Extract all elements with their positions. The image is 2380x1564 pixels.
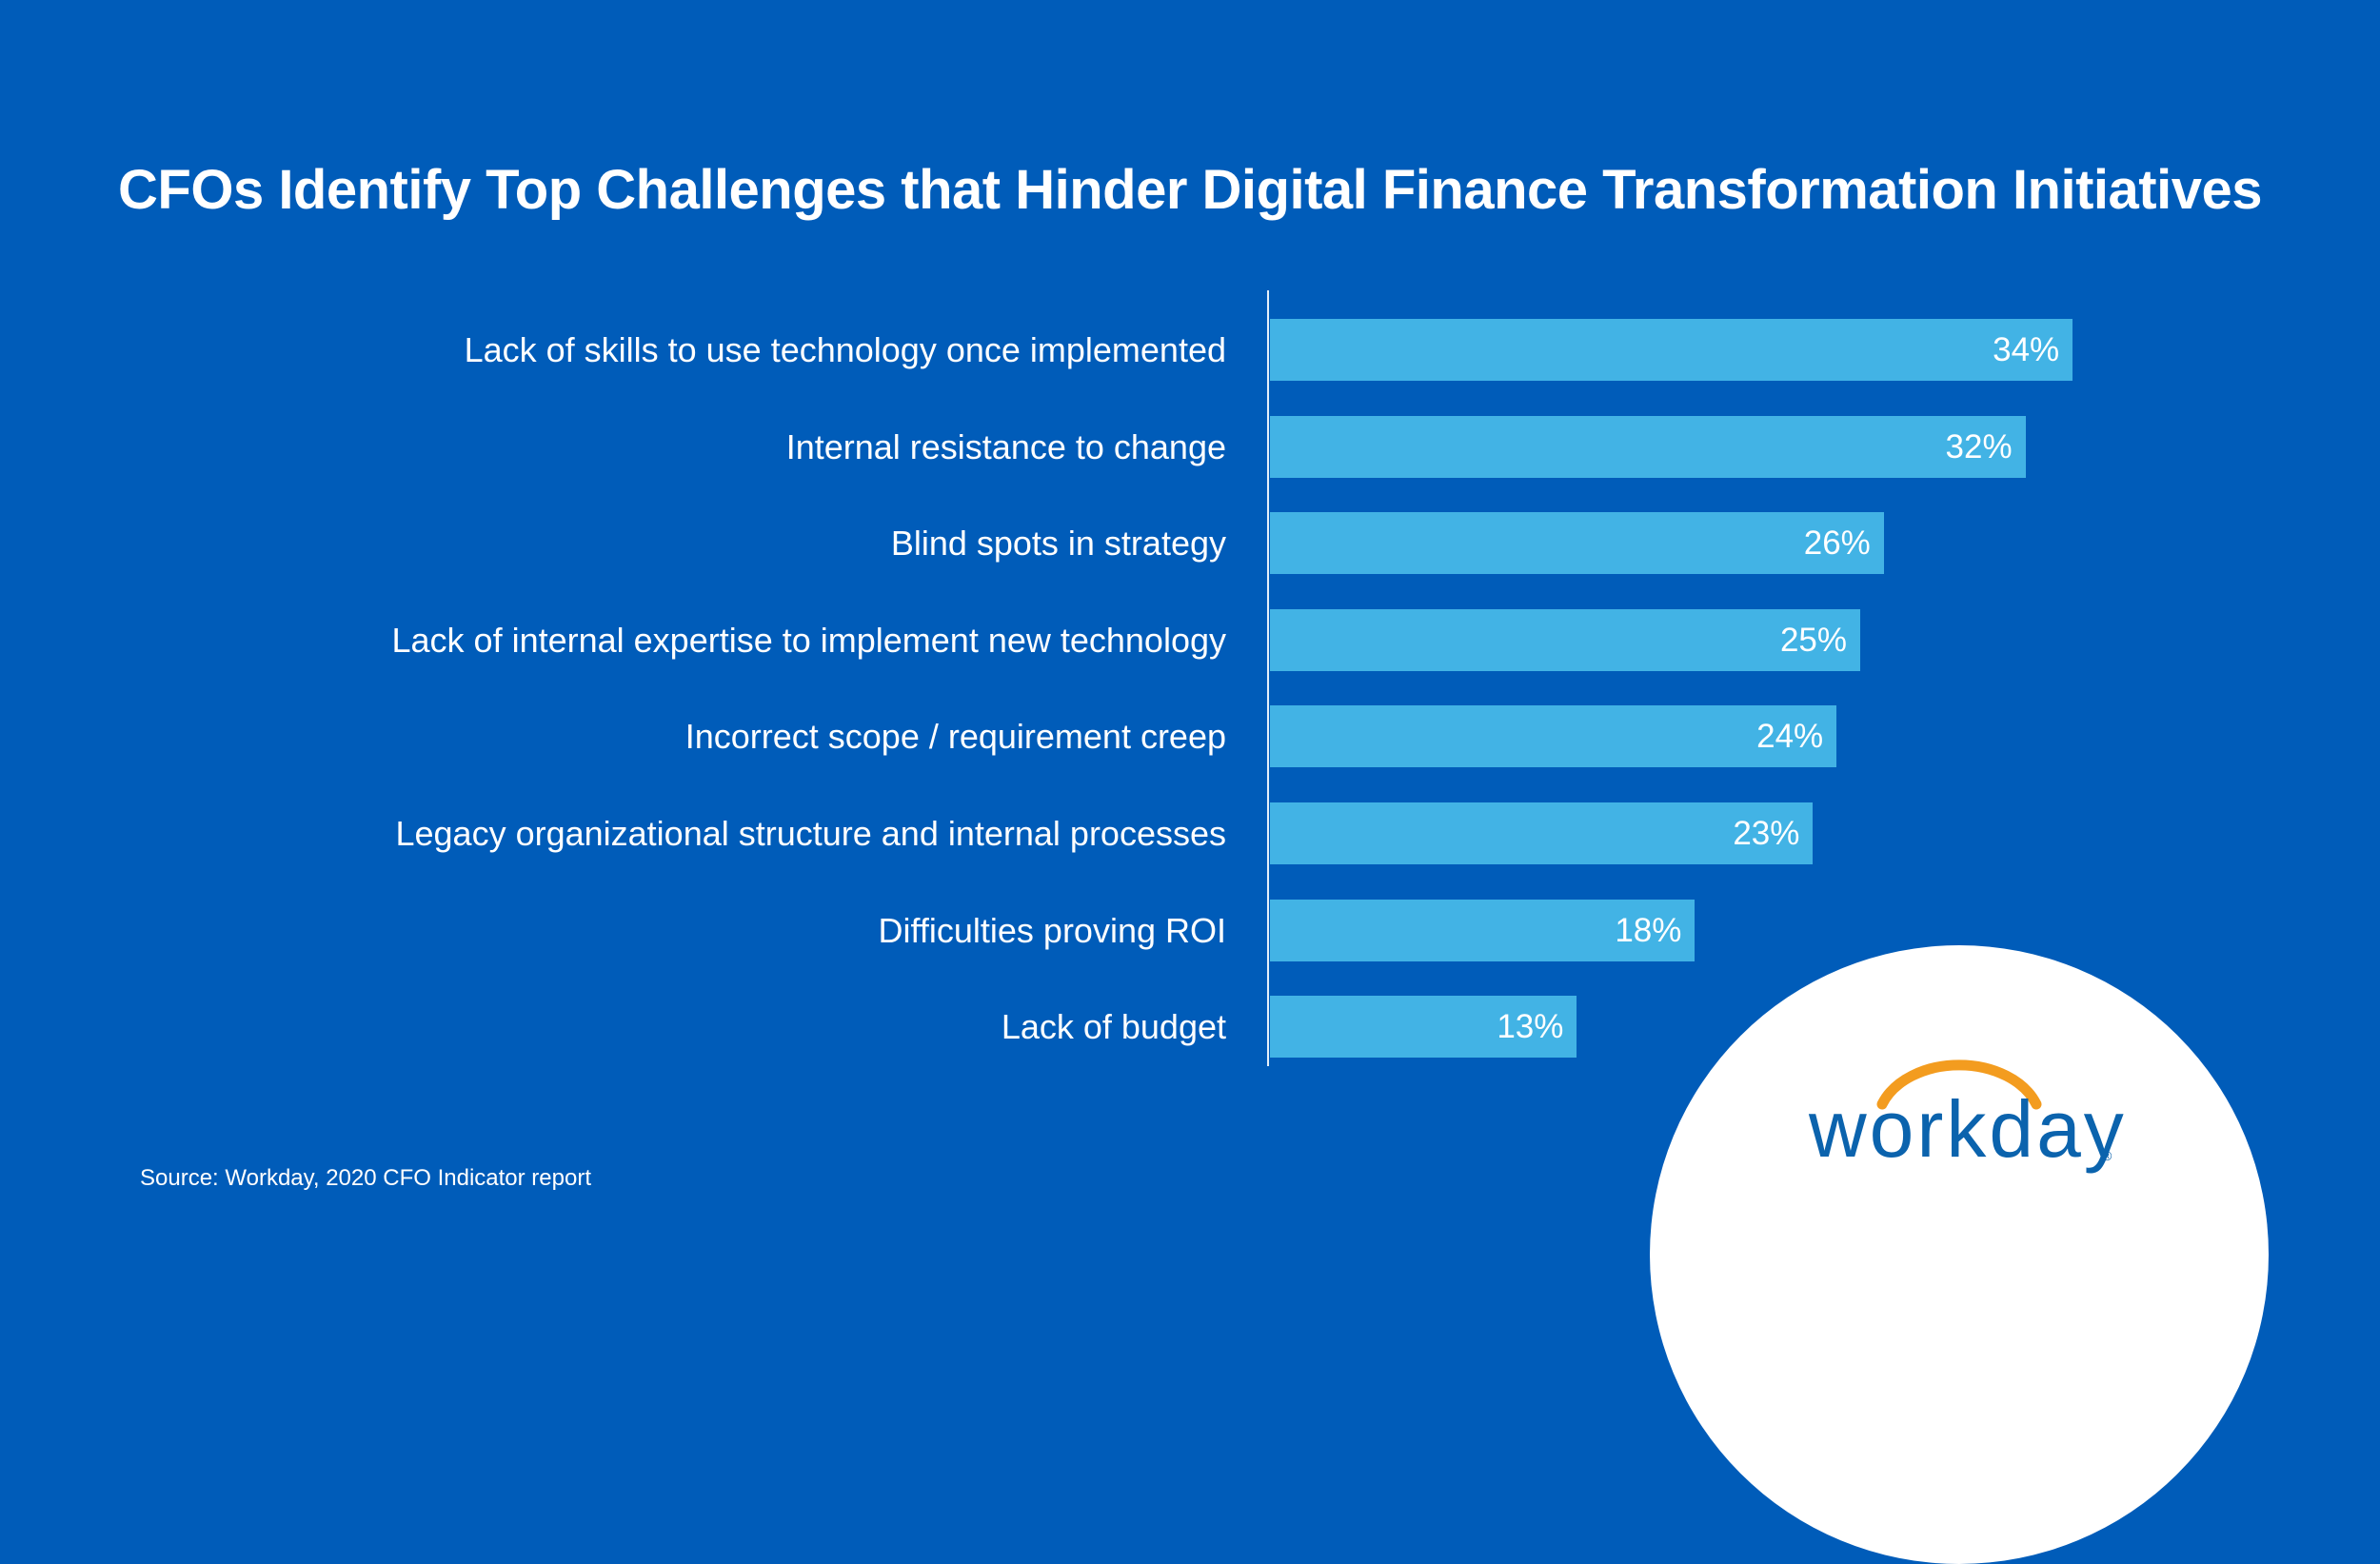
category-label: Lack of internal expertise to implement … xyxy=(391,620,1226,660)
sun-arc-icon xyxy=(1876,1059,2042,1110)
category-label: Internal resistance to change xyxy=(785,426,1226,466)
bar: 34% xyxy=(1270,319,2073,381)
value-label: 24% xyxy=(1756,718,1824,756)
y-axis-line xyxy=(1267,290,1269,1066)
bar-row: Difficulties proving ROI 18% xyxy=(0,899,2380,961)
bar-row: Internal resistance to change 32% xyxy=(0,415,2380,478)
category-label: Incorrect scope / requirement creep xyxy=(684,717,1226,757)
category-label: Blind spots in strategy xyxy=(890,524,1226,564)
value-label: 32% xyxy=(1945,427,2013,465)
value-label: 13% xyxy=(1497,1008,1564,1046)
bar-row: Incorrect scope / requirement creep 24% xyxy=(0,705,2380,768)
bar-row: Blind spots in strategy 26% xyxy=(0,512,2380,575)
bar-row: Lack of skills to use technology once im… xyxy=(0,319,2380,381)
bar: 13% xyxy=(1270,996,1577,1059)
value-label: 23% xyxy=(1733,815,1800,852)
category-label: Legacy organizational structure and inte… xyxy=(395,814,1226,853)
bar-row: Lack of budget 13% xyxy=(0,996,2380,1059)
bar: 32% xyxy=(1270,415,2026,478)
bar-row: Lack of internal expertise to implement … xyxy=(0,608,2380,671)
registered-mark: ® xyxy=(2102,1148,2112,1163)
value-label: 18% xyxy=(1615,911,1682,949)
category-label: Lack of budget xyxy=(1001,1007,1226,1047)
value-label: 34% xyxy=(1993,331,2060,368)
value-label: 25% xyxy=(1779,621,1847,659)
source-note: Source: Workday, 2020 CFO Indicator repo… xyxy=(140,1165,591,1191)
bar: 18% xyxy=(1270,899,1696,961)
value-label: 26% xyxy=(1803,525,1871,563)
logo-wordmark: workday xyxy=(1809,1084,2127,1174)
bar: 23% xyxy=(1270,802,1814,864)
bar: 25% xyxy=(1270,608,1860,671)
category-label: Lack of skills to use technology once im… xyxy=(464,330,1226,369)
bar-row: Legacy organizational structure and inte… xyxy=(0,802,2380,864)
category-label: Difficulties proving ROI xyxy=(878,910,1226,950)
bar: 26% xyxy=(1270,512,1884,575)
chart-title: CFOs Identify Top Challenges that Hinder… xyxy=(118,159,2262,221)
workday-logo: workday ® xyxy=(1790,1038,2132,1190)
bar: 24% xyxy=(1270,705,1837,768)
